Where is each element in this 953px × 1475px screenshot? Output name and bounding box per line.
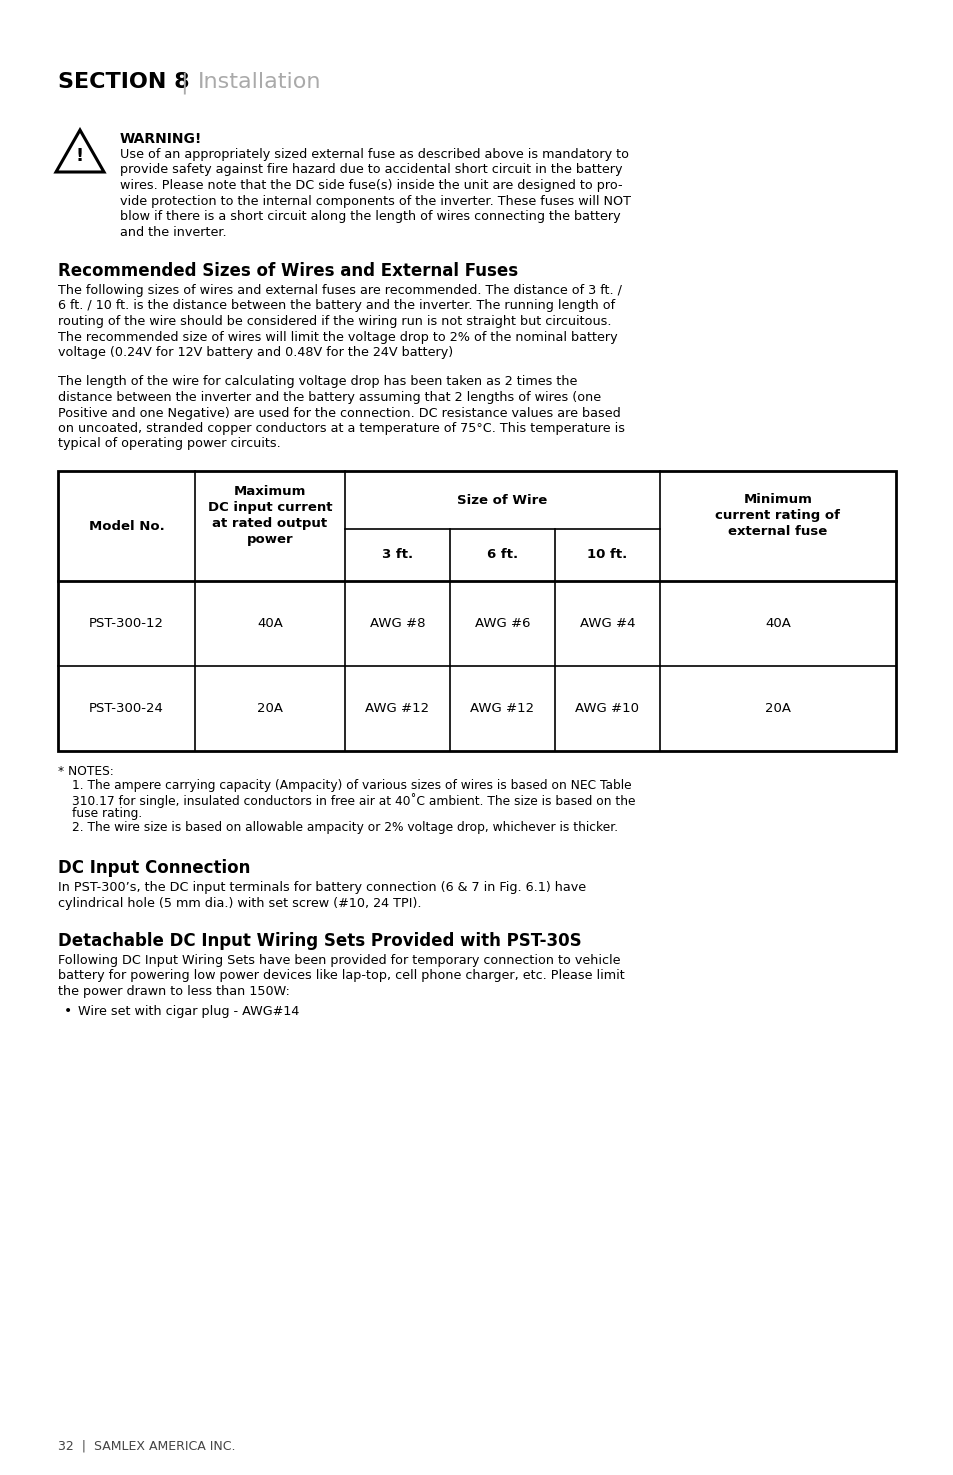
Text: distance between the inverter and the battery assuming that 2 lengths of wires (: distance between the inverter and the ba… — [58, 391, 600, 404]
Text: 310.17 for single, insulated conductors in free air at 40˚C ambient. The size is: 310.17 for single, insulated conductors … — [71, 794, 635, 808]
Text: •: • — [64, 1004, 72, 1019]
Text: The following sizes of wires and external fuses are recommended. The distance of: The following sizes of wires and externa… — [58, 285, 621, 296]
Text: fuse rating.: fuse rating. — [71, 807, 142, 820]
Text: typical of operating power circuits.: typical of operating power circuits. — [58, 438, 280, 450]
Text: blow if there is a short circuit along the length of wires connecting the batter: blow if there is a short circuit along t… — [120, 209, 620, 223]
Text: !: ! — [76, 148, 84, 165]
Text: Recommended Sizes of Wires and External Fuses: Recommended Sizes of Wires and External … — [58, 263, 517, 280]
Text: PST-300-12: PST-300-12 — [89, 617, 164, 630]
Text: 2. The wire size is based on allowable ampacity or 2% voltage drop, whichever is: 2. The wire size is based on allowable a… — [71, 822, 618, 833]
Text: Size of Wire: Size of Wire — [456, 494, 547, 506]
Text: 20A: 20A — [256, 702, 283, 715]
Text: and the inverter.: and the inverter. — [120, 226, 227, 239]
Text: Minimum: Minimum — [742, 493, 812, 506]
Text: current rating of: current rating of — [715, 509, 840, 522]
Text: * NOTES:: * NOTES: — [58, 766, 113, 777]
Text: the power drawn to less than 150W:: the power drawn to less than 150W: — [58, 985, 290, 999]
Text: AWG #12: AWG #12 — [365, 702, 429, 715]
Text: AWG #6: AWG #6 — [475, 617, 530, 630]
Text: Installation: Installation — [198, 72, 321, 91]
Text: |: | — [180, 72, 188, 93]
Text: cylindrical hole (5 mm dia.) with set screw (#10, 24 TPI).: cylindrical hole (5 mm dia.) with set sc… — [58, 897, 421, 910]
Text: provide safety against fire hazard due to accidental short circuit in the batter: provide safety against fire hazard due t… — [120, 164, 622, 177]
Text: 32  |  SAMLEX AMERICA INC.: 32 | SAMLEX AMERICA INC. — [58, 1440, 235, 1453]
Bar — [58, 471, 895, 751]
Text: 10 ft.: 10 ft. — [587, 549, 627, 562]
Text: DC input current: DC input current — [208, 502, 332, 513]
Text: WARNING!: WARNING! — [120, 131, 202, 146]
Text: DC Input Connection: DC Input Connection — [58, 858, 250, 878]
Text: 40A: 40A — [764, 617, 790, 630]
Text: 3 ft.: 3 ft. — [381, 549, 413, 562]
Text: Maximum: Maximum — [233, 485, 306, 499]
Text: on uncoated, stranded copper conductors at a temperature of 75°C. This temperatu: on uncoated, stranded copper conductors … — [58, 422, 624, 435]
Text: Detachable DC Input Wiring Sets Provided with PST-30S: Detachable DC Input Wiring Sets Provided… — [58, 932, 581, 950]
Text: AWG #10: AWG #10 — [575, 702, 639, 715]
Text: 20A: 20A — [764, 702, 790, 715]
Text: Following DC Input Wiring Sets have been provided for temporary connection to ve: Following DC Input Wiring Sets have been… — [58, 954, 619, 968]
Text: The recommended size of wires will limit the voltage drop to 2% of the nominal b: The recommended size of wires will limit… — [58, 330, 617, 344]
Text: Wire set with cigar plug - AWG#14: Wire set with cigar plug - AWG#14 — [78, 1004, 299, 1018]
Text: external fuse: external fuse — [727, 525, 827, 538]
Text: PST-300-24: PST-300-24 — [89, 702, 164, 715]
Text: wires. Please note that the DC side fuse(s) inside the unit are designed to pro-: wires. Please note that the DC side fuse… — [120, 178, 622, 192]
Text: SECTION 8: SECTION 8 — [58, 72, 190, 91]
Text: power: power — [247, 532, 293, 546]
Text: 1. The ampere carrying capacity (Ampacity) of various sizes of wires is based on: 1. The ampere carrying capacity (Ampacit… — [71, 779, 631, 792]
Text: 6 ft. / 10 ft. is the distance between the battery and the inverter. The running: 6 ft. / 10 ft. is the distance between t… — [58, 299, 615, 313]
Text: In PST-300’s, the DC input terminals for battery connection (6 & 7 in Fig. 6.1) : In PST-300’s, the DC input terminals for… — [58, 881, 585, 894]
Text: Model No.: Model No. — [89, 519, 164, 532]
Text: routing of the wire should be considered if the wiring run is not straight but c: routing of the wire should be considered… — [58, 316, 611, 327]
Text: Positive and one Negative) are used for the connection. DC resistance values are: Positive and one Negative) are used for … — [58, 407, 620, 419]
Text: at rated output: at rated output — [213, 518, 327, 530]
Text: vide protection to the internal components of the inverter. These fuses will NOT: vide protection to the internal componen… — [120, 195, 630, 208]
Text: voltage (0.24V for 12V battery and 0.48V for the 24V battery): voltage (0.24V for 12V battery and 0.48V… — [58, 347, 453, 358]
Text: AWG #12: AWG #12 — [470, 702, 534, 715]
Text: 40A: 40A — [256, 617, 283, 630]
Text: AWG #8: AWG #8 — [370, 617, 425, 630]
Text: 6 ft.: 6 ft. — [486, 549, 517, 562]
Text: battery for powering low power devices like lap-top, cell phone charger, etc. Pl: battery for powering low power devices l… — [58, 969, 624, 982]
Text: The length of the wire for calculating voltage drop has been taken as 2 times th: The length of the wire for calculating v… — [58, 376, 577, 388]
Text: Use of an appropriately sized external fuse as described above is mandatory to: Use of an appropriately sized external f… — [120, 148, 628, 161]
Text: AWG #4: AWG #4 — [579, 617, 635, 630]
